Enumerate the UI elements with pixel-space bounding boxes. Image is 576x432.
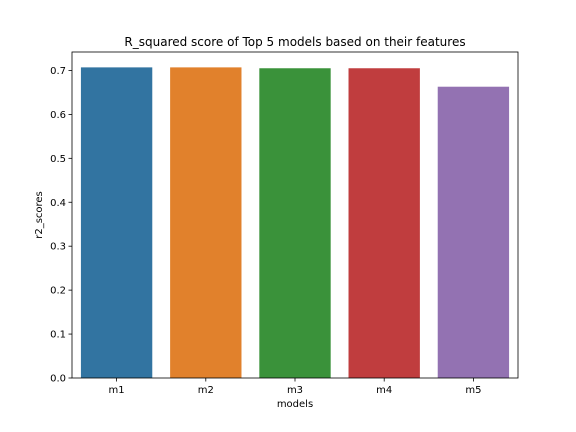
x-axis-label: models (277, 399, 313, 410)
bar-m3 (259, 68, 331, 378)
y-tick-label: 0.2 (50, 286, 66, 297)
bar-m1 (80, 67, 153, 379)
bars-group (80, 67, 510, 379)
y-tick-label: 0.0 (50, 374, 66, 385)
y-tick-label: 0.3 (50, 242, 66, 253)
y-tick-label: 0.5 (50, 154, 66, 165)
y-axis-ticks: 0.0 0.1 0.2 0.3 0.4 0.5 0.6 0.7 (50, 66, 72, 385)
x-tick-label: m4 (376, 385, 392, 396)
bar-m4 (348, 68, 420, 378)
y-tick-label: 0.4 (50, 198, 66, 209)
x-tick-label: m5 (465, 385, 481, 396)
x-tick-label: m2 (198, 385, 214, 396)
bar-m2 (170, 67, 242, 379)
x-tick-label: m1 (109, 385, 125, 396)
y-tick-label: 0.6 (50, 110, 66, 121)
y-tick-label: 0.7 (50, 66, 66, 77)
x-axis-ticks: m1 m2 m3 m4 m5 (109, 378, 481, 396)
x-tick-label: m3 (287, 385, 303, 396)
bar-m5 (437, 86, 510, 378)
y-axis-label: r2_scores (34, 191, 45, 239)
plot-frame (71, 51, 519, 379)
y-tick-label: 0.1 (50, 330, 66, 341)
chart-title: R_squared score of Top 5 models based on… (124, 35, 465, 49)
